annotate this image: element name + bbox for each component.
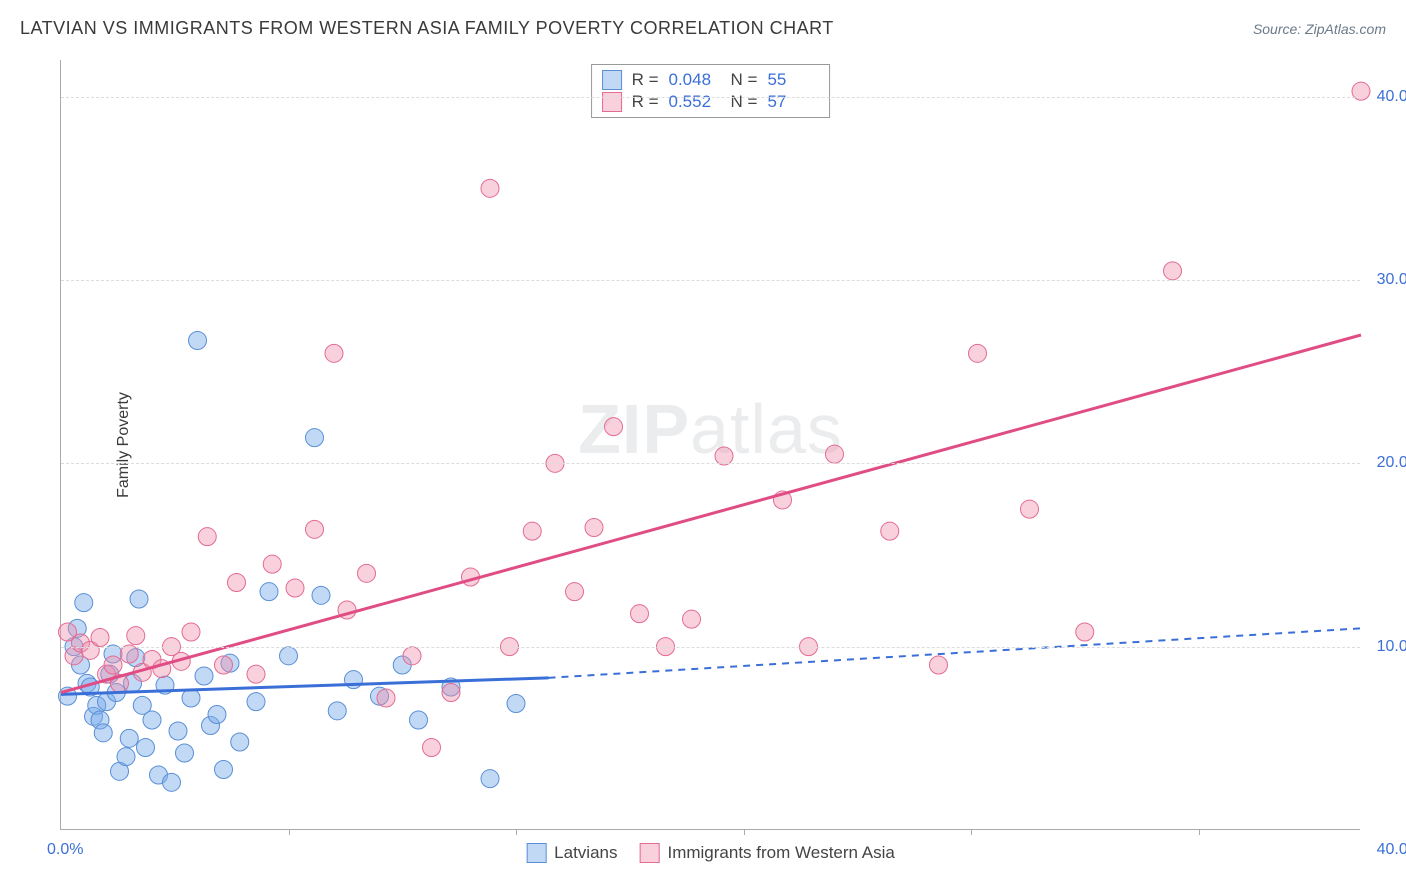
chart-title: LATVIAN VS IMMIGRANTS FROM WESTERN ASIA … [20, 18, 834, 39]
data-point [247, 693, 265, 711]
data-point [280, 647, 298, 665]
data-point [930, 656, 948, 674]
legend-item-western-asia: Immigrants from Western Asia [639, 843, 894, 863]
swatch-latvians [602, 70, 622, 90]
data-point [195, 667, 213, 685]
data-point [605, 418, 623, 436]
data-point [94, 724, 112, 742]
data-point [1164, 262, 1182, 280]
data-point [208, 706, 226, 724]
data-point [481, 770, 499, 788]
data-point [182, 623, 200, 641]
y-tick-label: 30.0% [1366, 271, 1406, 289]
plot-area: Family Poverty ZIPatlas R = 0.048 N = 55… [60, 60, 1360, 830]
y-tick-label: 10.0% [1366, 638, 1406, 656]
data-point [328, 702, 346, 720]
legend-item-latvians: Latvians [526, 843, 617, 863]
data-point [215, 761, 233, 779]
data-point [104, 656, 122, 674]
data-point [403, 647, 421, 665]
data-point [566, 583, 584, 601]
x-tick [971, 829, 972, 835]
data-point [189, 332, 207, 350]
data-point [423, 739, 441, 757]
x-tick [1199, 829, 1200, 835]
data-point [75, 594, 93, 612]
y-tick-label: 40.0% [1366, 88, 1406, 106]
data-point [377, 689, 395, 707]
data-point [263, 555, 281, 573]
data-point [169, 722, 187, 740]
bottom-legend: Latvians Immigrants from Western Asia [526, 843, 895, 863]
data-point [881, 522, 899, 540]
data-point [1076, 623, 1094, 641]
source-attribution: Source: ZipAtlas.com [1253, 21, 1386, 37]
data-point [198, 528, 216, 546]
data-point [585, 519, 603, 537]
gridline [61, 280, 1360, 281]
data-point [306, 520, 324, 538]
data-point [325, 344, 343, 362]
data-point [163, 773, 181, 791]
swatch-western-asia-bottom [639, 843, 659, 863]
x-axis-max-label: 40.0% [1366, 841, 1406, 859]
stats-legend: R = 0.048 N = 55 R = 0.552 N = 57 [591, 64, 831, 118]
swatch-latvians-bottom [526, 843, 546, 863]
data-point [507, 695, 525, 713]
data-point [523, 522, 541, 540]
gridline [61, 463, 1360, 464]
gridline [61, 97, 1360, 98]
stats-row-latvians: R = 0.048 N = 55 [602, 69, 820, 91]
data-point [286, 579, 304, 597]
gridline [61, 647, 1360, 648]
data-point [120, 645, 138, 663]
data-point [410, 711, 428, 729]
data-point [117, 748, 135, 766]
data-point [306, 429, 324, 447]
data-point [143, 711, 161, 729]
stats-row-western-asia: R = 0.552 N = 57 [602, 91, 820, 113]
data-point [1021, 500, 1039, 518]
data-point [442, 684, 460, 702]
data-point [358, 564, 376, 582]
data-point [91, 629, 109, 647]
scatter-chart [61, 60, 1360, 829]
x-tick [516, 829, 517, 835]
data-point [969, 344, 987, 362]
data-point [631, 605, 649, 623]
data-point [182, 689, 200, 707]
data-point [683, 610, 701, 628]
x-tick [744, 829, 745, 835]
x-tick [289, 829, 290, 835]
data-point [137, 739, 155, 757]
data-point [176, 744, 194, 762]
y-tick-label: 20.0% [1366, 454, 1406, 472]
swatch-western-asia [602, 92, 622, 112]
data-point [481, 179, 499, 197]
data-point [228, 574, 246, 592]
data-point [715, 447, 733, 465]
data-point [247, 665, 265, 683]
data-point [260, 583, 278, 601]
data-point [130, 590, 148, 608]
data-point [826, 445, 844, 463]
x-axis-min-label: 0.0% [47, 841, 83, 859]
data-point [312, 586, 330, 604]
data-point [127, 627, 145, 645]
data-point [120, 729, 138, 747]
data-point [215, 656, 233, 674]
data-point [231, 733, 249, 751]
